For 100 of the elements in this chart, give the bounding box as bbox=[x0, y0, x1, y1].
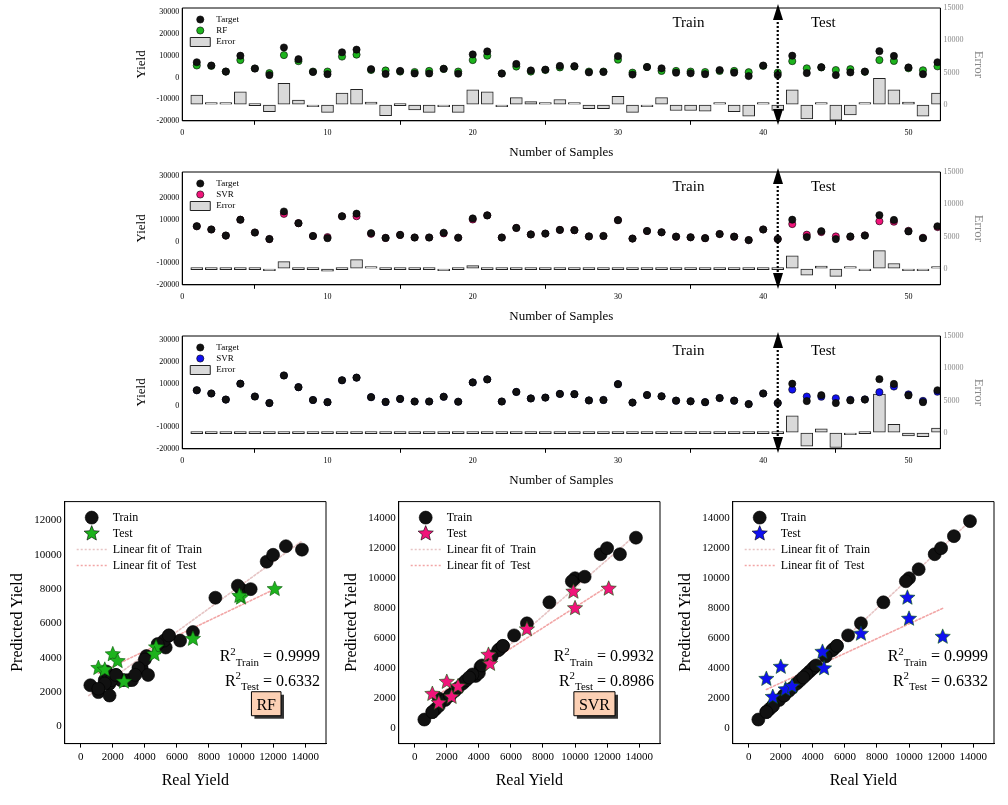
annotation: Test bbox=[810, 178, 837, 194]
annotation: Test bbox=[810, 14, 837, 30]
x-tick-label: 8000 bbox=[197, 750, 221, 763]
y-tick-label: 30000 bbox=[159, 171, 180, 181]
y-tick-label: 6000 bbox=[39, 616, 63, 629]
y-tick-label: 2000 bbox=[373, 691, 397, 704]
y2-tick-label: 15000 bbox=[943, 331, 964, 341]
legend-label: Error bbox=[216, 35, 236, 46]
y-axis-title: Predicted Yield bbox=[675, 573, 693, 672]
y2-tick-label: 10000 bbox=[943, 199, 964, 209]
legend-label: Target bbox=[216, 341, 240, 352]
y-tick-label: 10000 bbox=[702, 571, 731, 584]
y-tick-label: 12000 bbox=[34, 513, 63, 526]
legend-label: RF bbox=[216, 24, 228, 35]
y-tick-label: 20000 bbox=[159, 29, 180, 39]
y2-tick-label: 5000 bbox=[943, 67, 960, 77]
x-tick-label: 12000 bbox=[259, 750, 288, 763]
x-axis-title: Real Yield bbox=[829, 770, 898, 788]
y2-tick-label: 5000 bbox=[943, 231, 960, 241]
x-axis-title: Real Yield bbox=[161, 770, 230, 788]
x-tick-label: 12000 bbox=[593, 750, 622, 763]
y2-axis-title: Error bbox=[971, 378, 987, 407]
legend-label: Linear fit of Train bbox=[112, 541, 203, 556]
legend-label: Linear fit of Test bbox=[780, 557, 865, 572]
y-tick-label: 4000 bbox=[373, 661, 397, 674]
annotation: Train bbox=[672, 14, 705, 30]
y-tick-label: 14000 bbox=[368, 511, 397, 524]
y-tick-label: 8000 bbox=[373, 601, 397, 614]
x-tick-label: 4000 bbox=[133, 750, 157, 763]
x-tick-label: 4000 bbox=[467, 750, 491, 763]
y2-tick-label: 0 bbox=[943, 99, 948, 109]
y-tick-label: 0 bbox=[390, 721, 397, 734]
y2-tick-label: 0 bbox=[943, 427, 948, 437]
y-tick-label: 0 bbox=[175, 400, 180, 410]
y2-tick-label: 10000 bbox=[943, 35, 964, 45]
x-tick-label: 8000 bbox=[865, 750, 889, 763]
x-tick-label: 40 bbox=[759, 291, 768, 301]
x-tick-label: 8000 bbox=[531, 750, 555, 763]
x-tick-label: 30 bbox=[613, 127, 622, 137]
x-axis-title: Real Yield bbox=[495, 770, 564, 788]
y-tick-label: 0 bbox=[175, 72, 180, 82]
legend-label: Linear fit of Train bbox=[780, 541, 871, 556]
x-tick-label: 50 bbox=[904, 455, 913, 465]
annotation: SVR bbox=[578, 695, 611, 713]
annotation: Train bbox=[672, 342, 705, 358]
y-tick-label: 30000 bbox=[159, 335, 180, 345]
y-tick-label: 14000 bbox=[702, 511, 731, 524]
annotation: RF bbox=[256, 695, 277, 713]
y-tick-label: 20000 bbox=[159, 193, 180, 203]
y-tick-label: -10000 bbox=[156, 258, 180, 268]
y-tick-label: 10000 bbox=[159, 50, 180, 60]
x-tick-label: 6000 bbox=[833, 750, 857, 763]
x-tick-label: 20 bbox=[468, 455, 477, 465]
x-tick-label: 50 bbox=[904, 127, 913, 137]
y-tick-label: 0 bbox=[56, 719, 63, 732]
annotation: Train bbox=[672, 178, 705, 194]
legend-label: Target bbox=[216, 13, 240, 24]
x-tick-label: 30 bbox=[613, 291, 622, 301]
x-tick-label: 20 bbox=[468, 127, 477, 137]
x-axis-title: Number of Samples bbox=[509, 471, 614, 487]
y2-tick-label: 15000 bbox=[943, 3, 964, 13]
x-tick-label: 2000 bbox=[101, 750, 125, 763]
y-tick-label: -10000 bbox=[156, 422, 180, 432]
y-tick-label: 6000 bbox=[707, 631, 731, 644]
x-axis-title: Number of Samples bbox=[509, 143, 614, 159]
y2-axis-title: Error bbox=[971, 214, 987, 243]
x-tick-label: 0 bbox=[411, 750, 418, 763]
x-tick-label: 50 bbox=[904, 291, 913, 301]
y-tick-label: 20000 bbox=[159, 357, 180, 367]
y-tick-label: -20000 bbox=[156, 443, 180, 453]
legend-label: Test bbox=[780, 525, 802, 540]
y2-tick-label: 15000 bbox=[943, 167, 964, 177]
y-axis-title: Predicted Yield bbox=[7, 573, 25, 672]
x-tick-label: 40 bbox=[759, 127, 768, 137]
y-tick-label: 0 bbox=[175, 236, 180, 246]
y-axis-title: Yield bbox=[133, 49, 149, 79]
y-axis-title: Yield bbox=[133, 377, 149, 407]
x-tick-label: 4000 bbox=[801, 750, 825, 763]
legend-label: Error bbox=[216, 199, 236, 210]
y-tick-label: 12000 bbox=[368, 541, 397, 554]
x-tick-label: 6000 bbox=[499, 750, 523, 763]
legend-label: Error bbox=[216, 363, 236, 374]
y-axis-title: Yield bbox=[133, 213, 149, 243]
x-tick-label: 2000 bbox=[769, 750, 793, 763]
y-axis-title: Predicted Yield bbox=[341, 573, 359, 672]
y-tick-label: 10000 bbox=[34, 547, 63, 560]
x-tick-label: 0 bbox=[745, 750, 752, 763]
y-tick-label: 8000 bbox=[707, 601, 731, 614]
legend-label: Train bbox=[112, 509, 139, 524]
legend-label: Train bbox=[780, 509, 807, 524]
y-tick-label: -20000 bbox=[156, 115, 180, 125]
y-tick-label: 4000 bbox=[39, 650, 63, 663]
y-tick-label: 10000 bbox=[368, 571, 397, 584]
x-tick-label: 0 bbox=[77, 750, 84, 763]
legend-label: Linear fit of Test bbox=[446, 557, 531, 572]
legend-label: Train bbox=[446, 509, 473, 524]
legend-label: Linear fit of Test bbox=[112, 557, 197, 572]
legend-label: Target bbox=[216, 177, 240, 188]
y-tick-label: 8000 bbox=[39, 582, 63, 595]
y2-tick-label: 5000 bbox=[943, 395, 960, 405]
